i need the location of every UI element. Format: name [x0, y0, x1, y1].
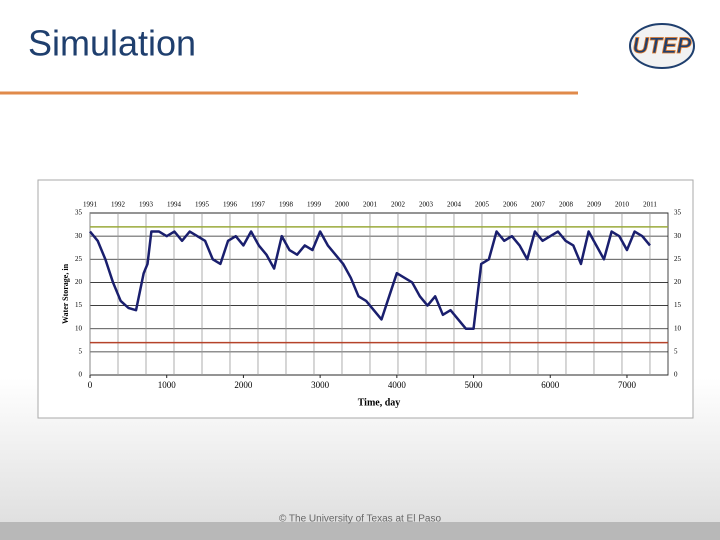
x2-tick-label: 1997: [251, 201, 266, 209]
x-tick-label: 5000: [465, 380, 484, 390]
footer: © The University of Texas at El Paso: [279, 514, 442, 525]
y2-tick-label: 20: [674, 278, 682, 286]
y-tick-label: 15: [75, 301, 83, 309]
y2-tick-label: 25: [674, 255, 682, 263]
x2-tick-label: 2002: [391, 201, 406, 209]
y-tick-label: 35: [75, 209, 83, 217]
x2-tick-label: 2001: [363, 201, 378, 209]
x2-tick-label: 1992: [111, 201, 126, 209]
x2-tick-label: 2011: [643, 201, 657, 209]
x2-tick-label: 1996: [223, 201, 238, 209]
x-tick-label: 0: [88, 380, 93, 390]
y2-tick-label: 0: [674, 371, 678, 379]
x-axis-label: Time, day: [358, 397, 401, 408]
y2-tick-label: 5: [674, 347, 678, 355]
x-tick-label: 1000: [158, 380, 177, 390]
y-tick-label: 25: [75, 255, 83, 263]
y-tick-label: 5: [79, 347, 83, 355]
x2-tick-label: 2005: [475, 201, 490, 209]
logo-shield: [629, 23, 695, 69]
x2-tick-label: 2007: [531, 201, 546, 209]
y-tick-label: 20: [75, 278, 83, 286]
x2-tick-label: 2003: [419, 201, 434, 209]
y-tick-label: 0: [79, 371, 83, 379]
y2-tick-label: 10: [674, 324, 682, 332]
y2-tick-label: 30: [674, 232, 682, 240]
x2-tick-label: 2000: [335, 201, 350, 209]
x2-tick-label: 2010: [615, 201, 630, 209]
y-tick-label: 10: [75, 324, 83, 332]
x-tick-label: 2000: [234, 380, 253, 390]
y2-tick-label: 35: [674, 209, 682, 217]
x2-tick-label: 2008: [559, 201, 574, 209]
y2-tick-label: 15: [674, 301, 682, 309]
x2-tick-label: 1999: [307, 201, 322, 209]
y-tick-label: 30: [75, 232, 83, 240]
footer-bar: [0, 522, 720, 540]
data-line: [89, 230, 651, 330]
x2-tick-label: 1995: [195, 201, 210, 209]
logo: UTEP: [633, 33, 692, 58]
x2-tick-label: 2006: [503, 201, 518, 209]
y-axis-label: Water Storage, in: [61, 263, 70, 324]
x2-tick-label: 1998: [279, 201, 294, 209]
x-tick-label: 4000: [388, 380, 407, 390]
x2-tick-label: 2009: [587, 201, 602, 209]
x2-tick-label: 1991: [83, 201, 98, 209]
x2-tick-label: 1993: [139, 201, 154, 209]
slide-title: Simulation: [28, 23, 196, 64]
plot-area: [89, 212, 669, 376]
x2-tick-label: 1994: [167, 201, 182, 209]
x-tick-label: 6000: [541, 380, 560, 390]
x2-tick-label: 2004: [447, 201, 462, 209]
x-tick-label: 3000: [311, 380, 330, 390]
x-tick-label: 7000: [618, 380, 637, 390]
